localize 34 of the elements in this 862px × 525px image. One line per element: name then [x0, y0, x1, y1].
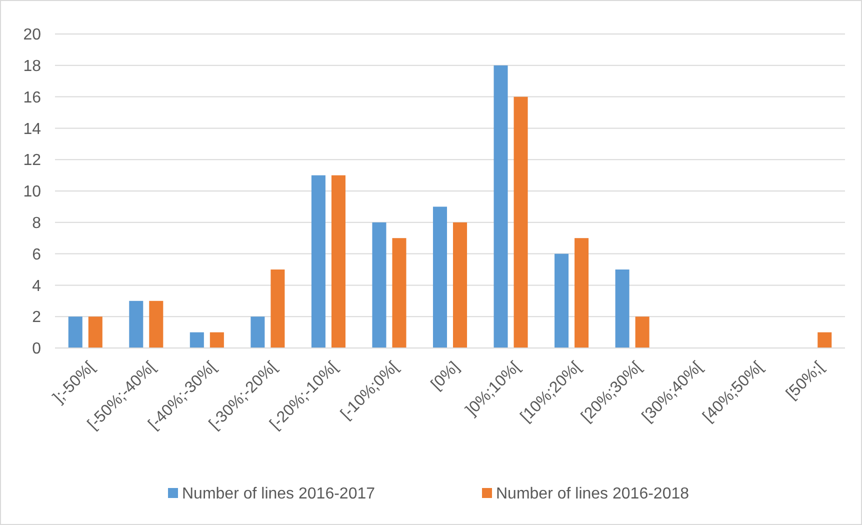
bar	[574, 238, 589, 348]
y-tick-label: 20	[23, 26, 42, 44]
bar	[129, 300, 144, 348]
y-tick-label: 14	[23, 120, 42, 138]
legend-label: Number of lines 2016-2018	[496, 486, 690, 503]
bar	[372, 222, 386, 348]
bar	[615, 270, 630, 348]
bar	[270, 270, 285, 348]
bar	[149, 300, 164, 348]
y-tick-label: 6	[32, 246, 42, 264]
y-tick-label: 10	[23, 184, 42, 201]
bar	[494, 65, 508, 348]
y-tick-label: 2	[32, 309, 42, 326]
legend-label: Number of lines 2016-2017	[182, 486, 376, 503]
y-tick-label: 8	[32, 215, 42, 232]
y-tick-label: 0	[32, 340, 42, 358]
bar	[190, 332, 204, 348]
bar	[250, 316, 265, 348]
bar	[453, 222, 468, 348]
bar	[392, 238, 406, 348]
y-tick-label: 12	[23, 152, 42, 170]
y-tick-label: 16	[23, 89, 42, 106]
bar	[635, 316, 650, 348]
bar	[210, 332, 224, 348]
bar	[514, 96, 528, 348]
y-tick-label: 18	[23, 58, 42, 75]
bar	[331, 175, 346, 348]
bar	[432, 206, 447, 348]
bar	[311, 175, 326, 348]
bar	[68, 316, 82, 348]
bar	[818, 332, 832, 348]
bar	[554, 254, 569, 348]
y-tick-label: 4	[32, 278, 42, 295]
bar	[88, 316, 102, 348]
